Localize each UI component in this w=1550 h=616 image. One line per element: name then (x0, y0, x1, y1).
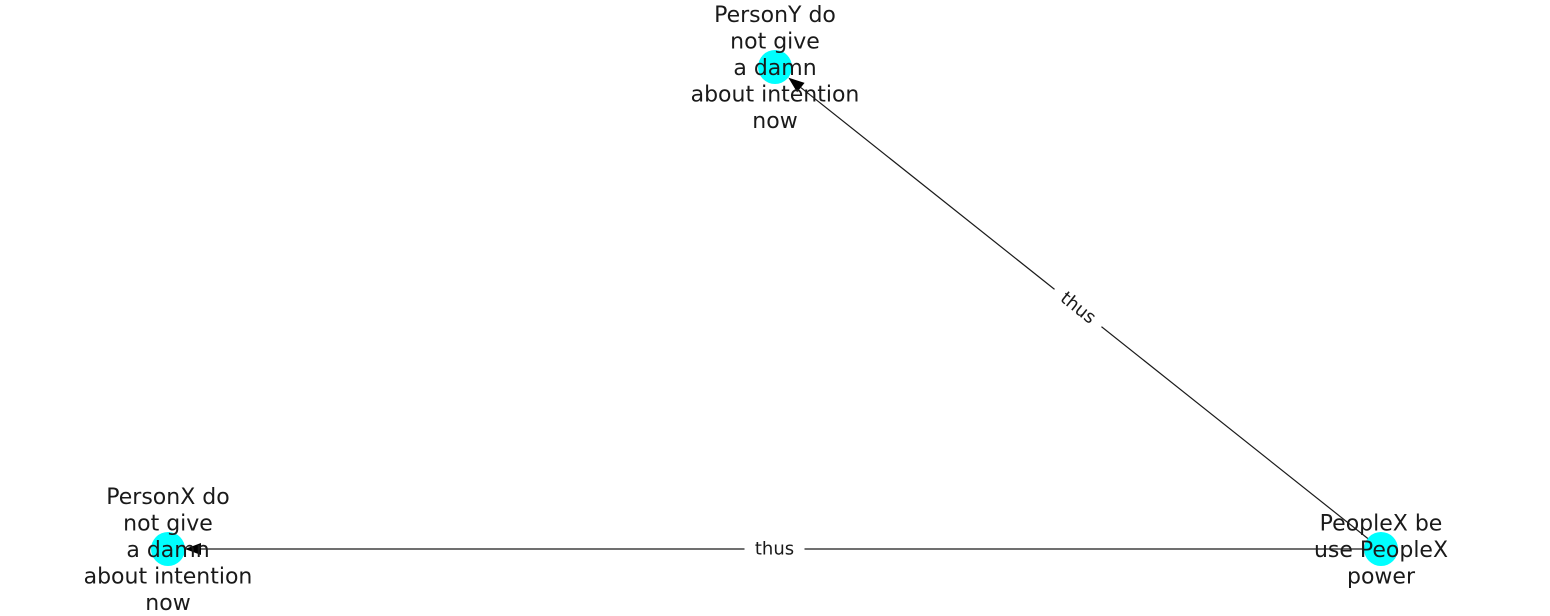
node-label-line: a damn (733, 56, 816, 81)
node-circle[interactable] (1364, 532, 1398, 566)
node-label-line: use PeopleX (1314, 538, 1448, 563)
edge-peopleX-to-personY: thus (788, 77, 1382, 550)
node-label-line: not give (123, 512, 213, 537)
edges-layer: thus thus (185, 77, 1382, 562)
node-label-line: power (1347, 565, 1416, 590)
node-label-line: PersonY do (714, 3, 836, 28)
edge-label-text: thus (755, 539, 794, 560)
node-label-line: PeopleX be (1320, 512, 1443, 537)
node-label-line: now (752, 109, 797, 134)
arrowhead-icon (788, 77, 805, 93)
edge-label: thus (1046, 279, 1110, 337)
edge-label-background (1046, 279, 1110, 337)
arrowhead-icon (185, 543, 201, 555)
edge-label: thus (744, 536, 805, 562)
node-label-line: now (145, 591, 190, 616)
node-circle[interactable] (758, 50, 792, 84)
edge-label-background (744, 536, 805, 562)
node-label-line: PersonX do (106, 485, 229, 510)
node-label-line: not give (730, 30, 820, 55)
edge-peopleX-to-personX: thus (185, 536, 1381, 562)
node-label-line: about intention (84, 565, 253, 590)
node-label-line: a damn (126, 538, 209, 563)
node-label-line: about intention (691, 83, 860, 108)
node-circle[interactable] (151, 532, 185, 566)
